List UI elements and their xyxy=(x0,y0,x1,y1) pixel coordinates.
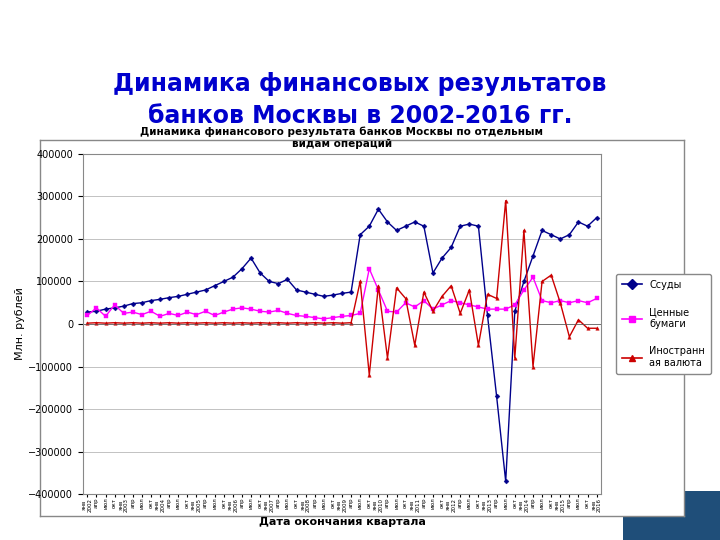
X-axis label: Дата окончания квартала: Дата окончания квартала xyxy=(258,517,426,527)
Text: Динамика финансовых результатов: Динамика финансовых результатов xyxy=(113,72,607,96)
Title: Динамика финансового результата банков Москвы по отдельным
видам операций: Динамика финансового результата банков М… xyxy=(140,127,544,149)
Legend: Ссуды, Ценные
бумаги, Иностранн
ая валюта: Ссуды, Ценные бумаги, Иностранн ая валют… xyxy=(616,274,711,374)
FancyBboxPatch shape xyxy=(623,491,720,540)
Y-axis label: Млн. рублей: Млн. рублей xyxy=(15,288,25,360)
Text: банков Москвы в 2002-2016 гг.: банков Москвы в 2002-2016 гг. xyxy=(148,104,572,128)
